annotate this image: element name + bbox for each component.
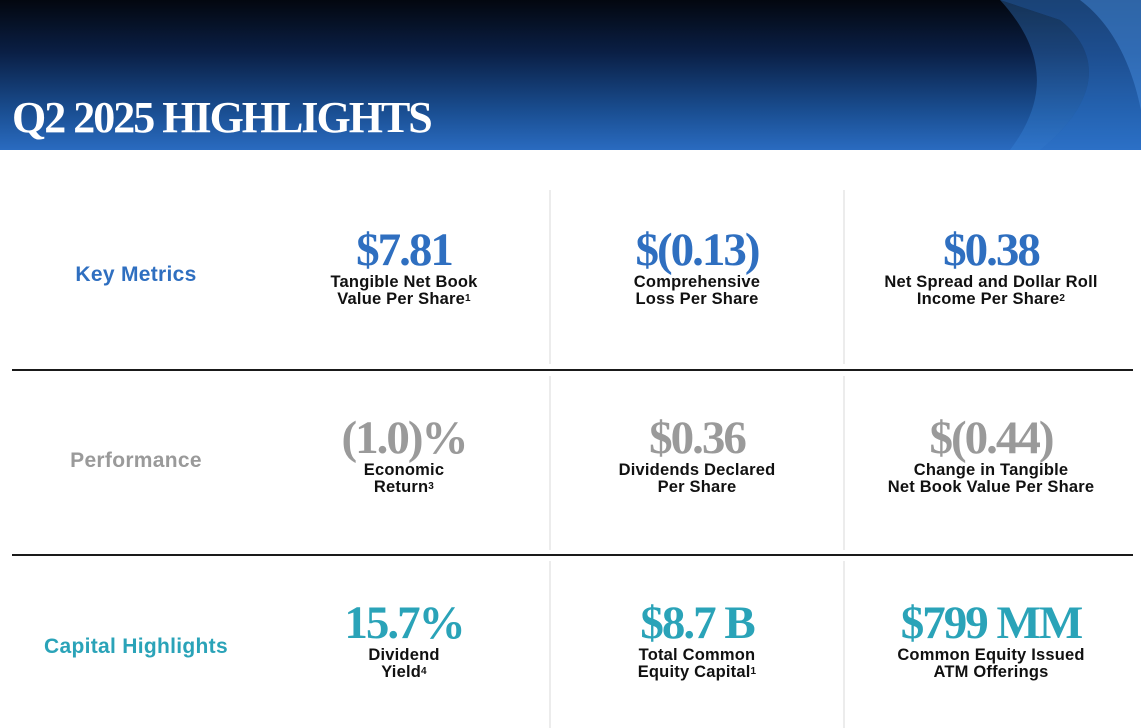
- metric-value: 15.7%: [344, 597, 465, 649]
- metric-description: Change in Tangible Net Book Value Per Sh…: [845, 462, 1137, 496]
- metric-cell: $(0.44) Change in Tangible Net Book Valu…: [845, 414, 1137, 496]
- metric-description: Common Equity Issued ATM Offerings: [845, 647, 1137, 681]
- footnote-ref: 4: [421, 666, 427, 677]
- metric-cell: $7.81 Tangible Net Book Value Per Share1: [258, 226, 550, 308]
- row-key-metrics: Key Metrics $7.81 Tangible Net Book Valu…: [0, 150, 1141, 370]
- column-divider: [549, 561, 551, 728]
- row-divider: [12, 554, 1133, 556]
- metric-description: Total Common Equity Capital1: [551, 647, 843, 681]
- footnote-ref: 3: [428, 481, 435, 492]
- page-title: Q2 2025 HIGHLIGHTS: [12, 93, 433, 142]
- metric-description: Dividend Yield4: [258, 647, 550, 681]
- column-divider: [843, 376, 845, 550]
- metric-description: Comprehensive Loss Per Share: [551, 274, 843, 308]
- row-label-key-metrics: Key Metrics: [75, 263, 197, 286]
- row-label-performance: Performance: [70, 449, 202, 472]
- metric-value: $(0.44): [929, 412, 1054, 464]
- metric-description-line: Common Equity Issued: [897, 646, 1085, 664]
- metric-description: Economic Return3: [258, 462, 550, 496]
- metric-description-line: Net Spread and Dollar Roll: [884, 273, 1098, 291]
- metric-description: Tangible Net Book Value Per Share1: [258, 274, 550, 308]
- metric-cell: 15.7% Dividend Yield4: [258, 599, 550, 681]
- metric-description-line: Loss Per Share: [635, 290, 759, 308]
- metric-value: $7.81: [356, 224, 454, 276]
- metric-value: $0.36: [649, 412, 747, 464]
- metric-value: $799 MM: [900, 597, 1083, 649]
- column-divider: [843, 561, 845, 728]
- metric-cell: $(0.13) Comprehensive Loss Per Share: [551, 226, 843, 308]
- metric-description-line: Comprehensive: [633, 273, 761, 291]
- metric-description-line: Per Share: [657, 478, 737, 496]
- row-performance: Performance (1.0)% Economic Return3 $0.3…: [0, 372, 1141, 555]
- metric-description-line: Change in Tangible: [913, 461, 1069, 479]
- metric-description: Net Spread and Dollar Roll Income Per Sh…: [845, 274, 1137, 308]
- footnote-ref: 1: [750, 666, 757, 677]
- metric-description-line: Return3: [373, 478, 435, 496]
- metric-description-line: Dividend: [368, 646, 440, 664]
- metric-value: $8.7 B: [640, 597, 755, 649]
- metric-description-line: Dividends Declared: [618, 461, 776, 479]
- metric-value: (1.0)%: [341, 412, 468, 464]
- metric-cell: $0.36 Dividends Declared Per Share: [551, 414, 843, 496]
- metric-description-line: Yield4: [381, 663, 427, 681]
- header-banner: Q2 2025 HIGHLIGHTS: [0, 0, 1141, 150]
- column-divider: [549, 376, 551, 550]
- metric-description-line: Total Common: [638, 646, 756, 664]
- metric-cell: $0.38 Net Spread and Dollar Roll Income …: [845, 226, 1137, 308]
- row-label-capital-highlights: Capital Highlights: [44, 635, 228, 658]
- decorative-swoosh-graphic: [1000, 0, 1141, 150]
- column-divider: [843, 190, 845, 364]
- metric-description-line: Income Per Share2: [916, 290, 1066, 308]
- metric-cell: $799 MM Common Equity Issued ATM Offerin…: [845, 599, 1137, 681]
- metric-description-line: Equity Capital1: [637, 663, 757, 681]
- metric-cell: (1.0)% Economic Return3: [258, 414, 550, 496]
- column-divider: [549, 190, 551, 364]
- footnote-ref: 2: [1059, 293, 1066, 304]
- metric-description-line: Tangible Net Book: [330, 273, 478, 291]
- metric-value: $(0.13): [635, 224, 760, 276]
- metric-description: Dividends Declared Per Share: [551, 462, 843, 496]
- metric-description-line: Net Book Value Per Share: [887, 478, 1095, 496]
- row-capital-highlights: Capital Highlights 15.7% Dividend Yield4…: [0, 557, 1141, 728]
- footnote-ref: 1: [464, 293, 471, 304]
- metric-description-line: ATM Offerings: [933, 663, 1049, 681]
- metric-cell: $8.7 B Total Common Equity Capital1: [551, 599, 843, 681]
- metric-value: $0.38: [943, 224, 1041, 276]
- row-divider: [12, 369, 1133, 371]
- metric-description-line: Value Per Share1: [337, 290, 471, 308]
- metric-description-line: Economic: [363, 461, 445, 479]
